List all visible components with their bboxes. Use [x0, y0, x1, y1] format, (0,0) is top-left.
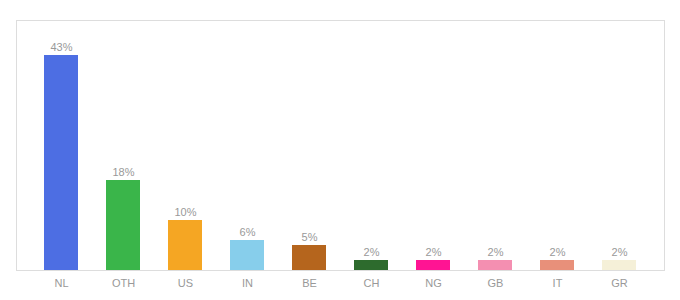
svg-text:IT: IT [553, 277, 563, 289]
svg-text:2%: 2% [426, 246, 442, 258]
svg-text:10%: 10% [174, 206, 196, 218]
svg-text:CH: CH [364, 277, 380, 289]
svg-text:NG: NG [425, 277, 442, 289]
svg-text:US: US [178, 277, 193, 289]
svg-text:2%: 2% [364, 246, 380, 258]
svg-text:BE: BE [302, 277, 317, 289]
svg-text:2%: 2% [612, 246, 628, 258]
svg-text:OTH: OTH [112, 277, 135, 289]
svg-text:2%: 2% [488, 246, 504, 258]
svg-text:NL: NL [54, 277, 68, 289]
svg-text:GR: GR [611, 277, 628, 289]
svg-text:6%: 6% [240, 226, 256, 238]
svg-text:43%: 43% [50, 41, 72, 53]
svg-text:18%: 18% [112, 166, 134, 178]
svg-text:5%: 5% [302, 231, 318, 243]
svg-text:2%: 2% [550, 246, 566, 258]
svg-text:IN: IN [242, 277, 253, 289]
svg-text:GB: GB [488, 277, 504, 289]
